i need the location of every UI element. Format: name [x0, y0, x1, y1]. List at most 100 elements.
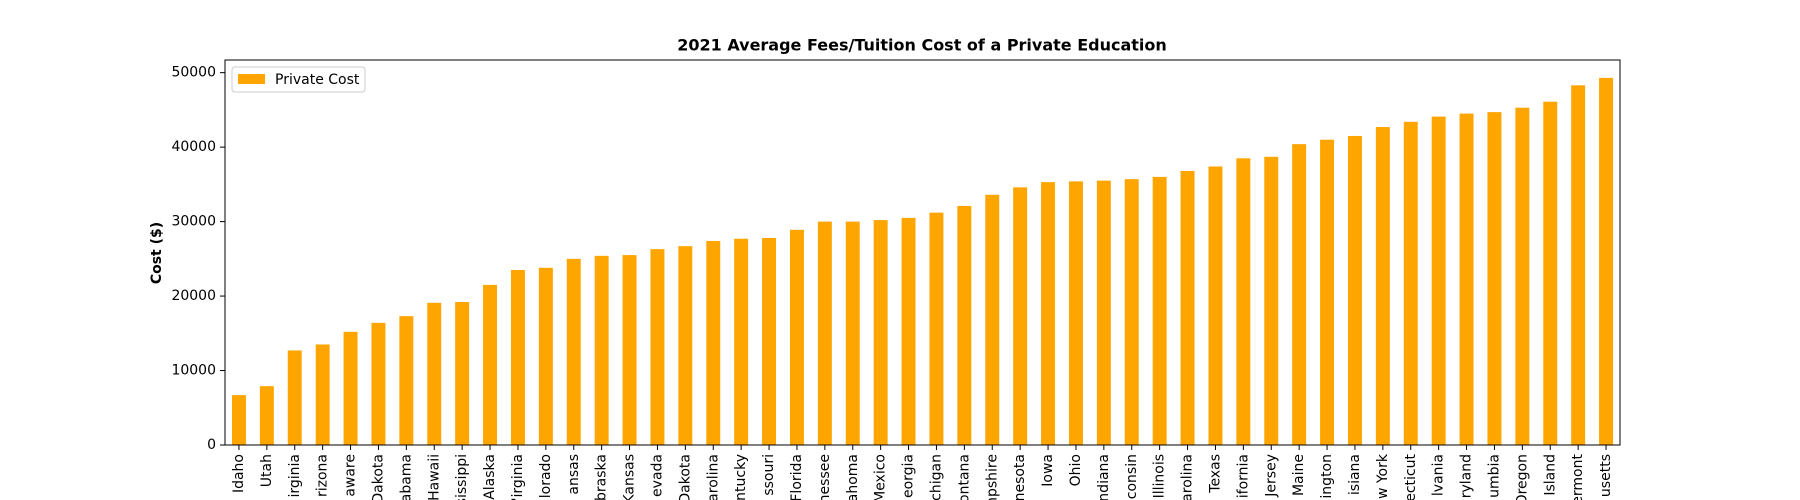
bar [650, 249, 665, 445]
bar [1403, 121, 1418, 446]
x-tick-label: nesota [1012, 454, 1028, 500]
x-tick-label: consin [1124, 454, 1140, 499]
bar [957, 205, 972, 445]
x-tick-label: Alaska [482, 454, 498, 500]
bar [762, 237, 777, 445]
bar [873, 220, 888, 445]
bar [1068, 181, 1083, 445]
y-axis-label: Cost ($) [149, 222, 165, 284]
x-tick-label: ahoma [845, 454, 861, 500]
bar [734, 238, 749, 445]
chart-title: 2021 Average Fees/Tuition Cost of a Priv… [677, 36, 1167, 55]
bar [789, 229, 804, 445]
bar [1515, 107, 1530, 445]
bar [259, 386, 274, 445]
bar [1264, 156, 1279, 445]
x-tick-label: 'irginia [510, 454, 526, 500]
bar [1292, 144, 1307, 446]
x-tick-label: chigan [928, 454, 944, 500]
x-tick-label: Oregon [1514, 454, 1530, 500]
bar [455, 302, 470, 445]
x-tick-label: ryland [1459, 454, 1475, 498]
x-tick-label: ermont [1570, 454, 1586, 500]
y-tick-label: 40000 [171, 139, 216, 155]
bar [985, 194, 1000, 445]
bar [1096, 180, 1111, 445]
x-tick-label: ansas [566, 454, 582, 495]
bar [901, 217, 916, 445]
bar [1543, 101, 1558, 446]
x-tick-label: Jersey [1263, 454, 1279, 498]
bar [371, 322, 386, 445]
bar [1599, 77, 1614, 445]
bar [1571, 85, 1586, 445]
x-tick-label: irginia [287, 454, 303, 498]
y-tick-label: 30000 [171, 214, 216, 230]
y-tick-label: 10000 [171, 363, 216, 379]
x-tick-label: Iowa [1040, 454, 1056, 487]
x-tick-label: lvania [1431, 454, 1447, 496]
x-tick-label: isiana [1347, 454, 1363, 495]
bar [231, 395, 246, 445]
x-tick-label: ontana [956, 454, 972, 500]
bar [315, 344, 330, 445]
x-tick-label: Texas [1207, 454, 1223, 494]
x-tick-label: usetts [1598, 454, 1614, 497]
x-tick-label: Utah [259, 454, 275, 487]
x-tick-label: braska [594, 454, 610, 500]
bar [343, 331, 358, 445]
bar [1152, 176, 1167, 445]
x-tick-label: umbia [1486, 454, 1502, 498]
bar [566, 258, 581, 445]
x-tick-label: w York [1375, 453, 1391, 499]
bar [1236, 158, 1251, 446]
bar [483, 284, 498, 445]
x-tick-label: ington [1319, 454, 1335, 499]
x-tick-label: arolina [1180, 454, 1196, 500]
legend: Private Cost [231, 66, 366, 93]
bar [594, 255, 609, 445]
x-tick-label: Illinois [1152, 454, 1168, 498]
bar [622, 255, 637, 445]
bar [1124, 179, 1139, 446]
x-tick-label: Dakota [370, 454, 386, 500]
x-tick-label: aware [343, 454, 359, 497]
plot-frame [224, 59, 1621, 446]
x-tick-label: necticut [1403, 453, 1419, 500]
x-tick-label: ntucky [733, 454, 749, 500]
legend-box [231, 66, 366, 93]
bar [1487, 112, 1502, 446]
x-tick-label: Maine [1291, 454, 1307, 496]
bar [678, 246, 693, 445]
bar [1208, 166, 1223, 445]
x-tick-label: abama [398, 454, 414, 500]
bar [1180, 170, 1195, 445]
x-tick-label: Dakota [677, 454, 693, 500]
bar [1013, 187, 1028, 445]
bar [929, 212, 944, 445]
x-tick-label: lorado [538, 454, 554, 498]
y-tick-label: 20000 [171, 288, 216, 304]
bar [538, 267, 553, 445]
x-tick-label: Hawaii [426, 454, 442, 500]
bar [399, 316, 414, 445]
bar [1375, 127, 1390, 446]
y-tick-label: 50000 [171, 65, 216, 81]
bar [1431, 116, 1446, 446]
bar [706, 240, 721, 445]
x-tick-label: ifornia [1235, 454, 1251, 498]
x-tick-label: ssouri [761, 454, 777, 496]
bar [287, 350, 302, 445]
bar [1320, 139, 1335, 445]
legend-label: Private Cost [275, 72, 360, 88]
x-tick-label: Florida [789, 454, 805, 500]
x-tick-label: arolina [705, 454, 721, 500]
y-tick-label: 0 [207, 437, 216, 453]
x-tick-label: nessee [817, 454, 833, 500]
legend-swatch [238, 74, 265, 84]
x-tick-label: Island [1542, 454, 1558, 496]
x-tick-label: Mexico [873, 454, 889, 500]
x-tick-label: ississippi [454, 454, 470, 500]
